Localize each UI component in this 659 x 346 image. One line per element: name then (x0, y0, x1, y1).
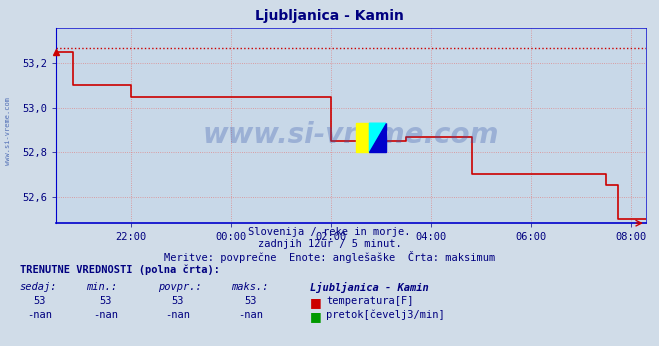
Text: TRENUTNE VREDNOSTI (polna črta):: TRENUTNE VREDNOSTI (polna črta): (20, 265, 219, 275)
Text: temperatura[F]: temperatura[F] (326, 296, 414, 306)
Bar (356, 123, 370, 152)
Text: sedaj:: sedaj: (20, 282, 57, 292)
Polygon shape (370, 123, 386, 152)
Text: www.si-vreme.com: www.si-vreme.com (5, 98, 11, 165)
Text: min.:: min.: (86, 282, 117, 292)
Polygon shape (370, 123, 386, 152)
Text: Slovenija / reke in morje.: Slovenija / reke in morje. (248, 227, 411, 237)
Text: -nan: -nan (27, 310, 52, 320)
Text: 53: 53 (34, 296, 45, 306)
Text: 53: 53 (100, 296, 111, 306)
Text: -nan: -nan (238, 310, 263, 320)
Text: zadnjih 12ur / 5 minut.: zadnjih 12ur / 5 minut. (258, 239, 401, 249)
Text: ■: ■ (310, 310, 322, 323)
Text: Ljubljanica - Kamin: Ljubljanica - Kamin (255, 9, 404, 22)
Text: ■: ■ (310, 296, 322, 309)
Text: -nan: -nan (93, 310, 118, 320)
Text: -nan: -nan (165, 310, 190, 320)
Text: 53: 53 (172, 296, 184, 306)
Text: 53: 53 (244, 296, 256, 306)
Text: pretok[čevelj3/min]: pretok[čevelj3/min] (326, 310, 445, 320)
Text: maks.:: maks.: (231, 282, 268, 292)
Text: Ljubljanica - Kamin: Ljubljanica - Kamin (310, 282, 428, 293)
Text: Meritve: povprečne  Enote: anglešaške  Črta: maksimum: Meritve: povprečne Enote: anglešaške Črt… (164, 251, 495, 263)
Text: www.si-vreme.com: www.si-vreme.com (203, 121, 499, 149)
Text: povpr.:: povpr.: (158, 282, 202, 292)
